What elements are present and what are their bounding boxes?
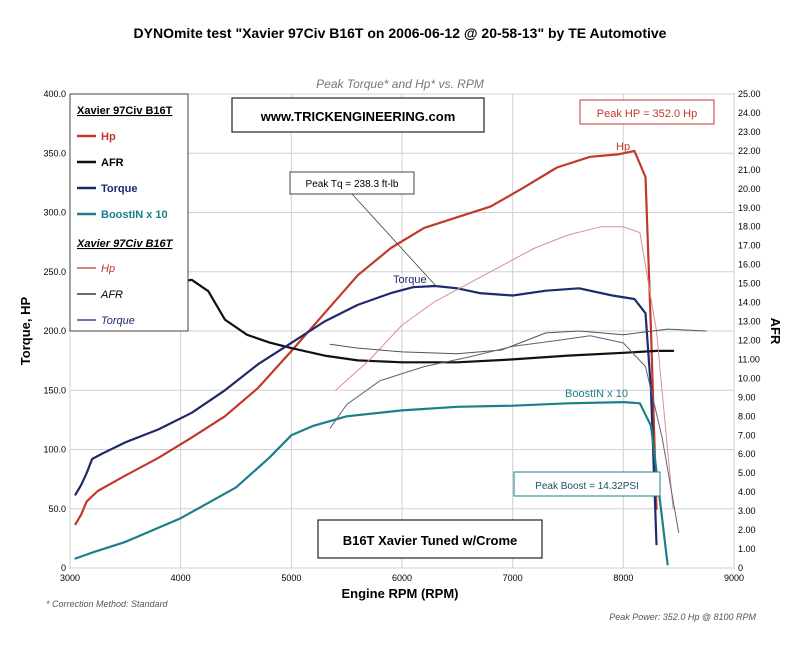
y-left-tick-label: 150.0: [43, 385, 66, 395]
chart-title: DYNOmite test "Xavier 97Civ B16T on 2006…: [134, 25, 667, 41]
legend-group1-title: Xavier 97Civ B16T: [77, 105, 173, 117]
y-right-tick-label: 18.00: [738, 222, 761, 232]
y-left-tick-label: 50.0: [48, 504, 66, 514]
website-box: www.TRICKENGINEERING.com: [231, 97, 485, 133]
peak-hp-callout: Peak HP = 352.0 Hp: [579, 99, 715, 125]
y-left-tick-label: 400.0: [43, 89, 66, 99]
y-right-tick-label: 20.00: [738, 184, 761, 194]
legend-label-hp: Hp: [101, 131, 116, 143]
y-right-tick-label: 15.00: [738, 279, 761, 289]
y-right-tick-label: 25.00: [738, 89, 761, 99]
series-afr-comparison: [329, 328, 707, 355]
x-tick-label: 5000: [281, 573, 301, 583]
x-tick-label: 4000: [171, 573, 191, 583]
y-right-tick-label: 19.00: [738, 203, 761, 213]
legend-label-torque: Torque: [101, 183, 137, 195]
y-axis-right-ticks: 0 1.00 2.00 3.00 4.00 5.00 6.00 7.00 8.00 9.00 10.…: [738, 89, 761, 573]
legend: Xavier 97Civ B16T Hp AFR Torque BoostIN x 1…: [69, 93, 189, 332]
peak-power-note: Peak Power: 352.0 Hp @ 8100 RPM: [609, 612, 756, 622]
x-tick-label: 8000: [613, 573, 633, 583]
y-right-tick-label: 17.00: [738, 241, 761, 251]
y-right-tick-label: 5.00: [738, 468, 756, 478]
legend-label-torque: Torque: [101, 315, 135, 327]
hp-curve-label: Hp: [616, 141, 630, 153]
y-right-tick-label: 8.00: [738, 411, 756, 421]
y-right-tick-label: 10.00: [738, 373, 761, 383]
y-right-tick-label: 16.00: [738, 260, 761, 270]
y-left-tick-label: 100.0: [43, 445, 66, 455]
y-right-tick-label: 7.00: [738, 430, 756, 440]
legend-label-boostin-x-10: BoostIN x 10: [101, 209, 168, 221]
torque-curve-label: Torque: [393, 274, 427, 286]
peak-tq-text: Peak Tq = 238.3 ft-lb: [306, 179, 399, 190]
y-axis-right-label: AFR: [768, 318, 783, 345]
series-boostin-x-10: [74, 401, 669, 566]
y-right-tick-label: 21.00: [738, 165, 761, 175]
legend-label-afr: AFR: [101, 157, 124, 169]
y-right-tick-label: 12.00: [738, 335, 761, 345]
y-left-tick-label: 0: [61, 563, 66, 573]
legend-group2-title: Xavier 97Civ B16T: [76, 238, 174, 250]
x-axis-ticks: 3000 4000 5000 6000 7000 8000 9000: [60, 573, 744, 583]
y-right-tick-label: 11.00: [738, 354, 760, 364]
series-torque: [74, 284, 658, 546]
y-axis-left-label: Torque, HP: [18, 296, 33, 365]
y-left-tick-label: 250.0: [43, 267, 66, 277]
y-right-tick-label: 9.00: [738, 392, 756, 402]
boost-curve-label: BoostIN x 10: [565, 388, 628, 400]
x-tick-label: 3000: [60, 573, 80, 583]
x-tick-label: 9000: [724, 573, 744, 583]
series-afr: [179, 278, 675, 364]
y-right-tick-label: 14.00: [738, 298, 761, 308]
x-tick-label: 6000: [392, 573, 412, 583]
series-hp: [74, 149, 658, 526]
legend-label-afr: AFR: [100, 289, 123, 301]
series-torque-comparison: [329, 335, 680, 533]
series-hp-comparison: [335, 226, 674, 510]
y-right-tick-label: 0: [738, 563, 743, 573]
y-right-tick-label: 6.00: [738, 449, 756, 459]
chart-subtitle: Peak Torque* and Hp* vs. RPM: [316, 77, 484, 91]
y-axis-left-ticks: 0 50.0 100.0 150.0 200.0 250.0 300.0 350.0 400.0: [43, 89, 66, 573]
peak-hp-text: Peak HP = 352.0 Hp: [597, 108, 697, 120]
y-right-tick-label: 2.00: [738, 525, 756, 535]
tuned-text: B16T Xavier Tuned w/Crome: [343, 533, 518, 548]
y-left-tick-label: 200.0: [43, 326, 66, 336]
x-tick-label: 7000: [503, 573, 523, 583]
y-left-tick-label: 350.0: [43, 148, 66, 158]
y-right-tick-label: 3.00: [738, 506, 756, 516]
peak-tq-callout: Peak Tq = 238.3 ft-lb: [289, 171, 437, 287]
y-right-tick-label: 4.00: [738, 487, 756, 497]
peak-boost-callout: Peak Boost = 14.32PSI: [513, 471, 661, 497]
y-right-tick-label: 13.00: [738, 317, 761, 327]
y-right-tick-label: 24.00: [738, 108, 761, 118]
website-text: www.TRICKENGINEERING.com: [260, 109, 456, 124]
tuned-box: B16T Xavier Tuned w/Crome: [317, 519, 543, 559]
series-lines: [74, 149, 707, 566]
y-left-tick-label: 300.0: [43, 208, 66, 218]
legend-label-hp: Hp: [101, 263, 115, 275]
grid-lines: [69, 93, 735, 569]
correction-note: * Correction Method: Standard: [46, 599, 169, 609]
y-right-tick-label: 23.00: [738, 127, 761, 137]
y-right-tick-label: 1.00: [738, 544, 756, 554]
y-right-tick-label: 22.00: [738, 146, 761, 156]
x-axis-label: Engine RPM (RPM): [342, 586, 459, 601]
peak-boost-text: Peak Boost = 14.32PSI: [535, 481, 639, 492]
